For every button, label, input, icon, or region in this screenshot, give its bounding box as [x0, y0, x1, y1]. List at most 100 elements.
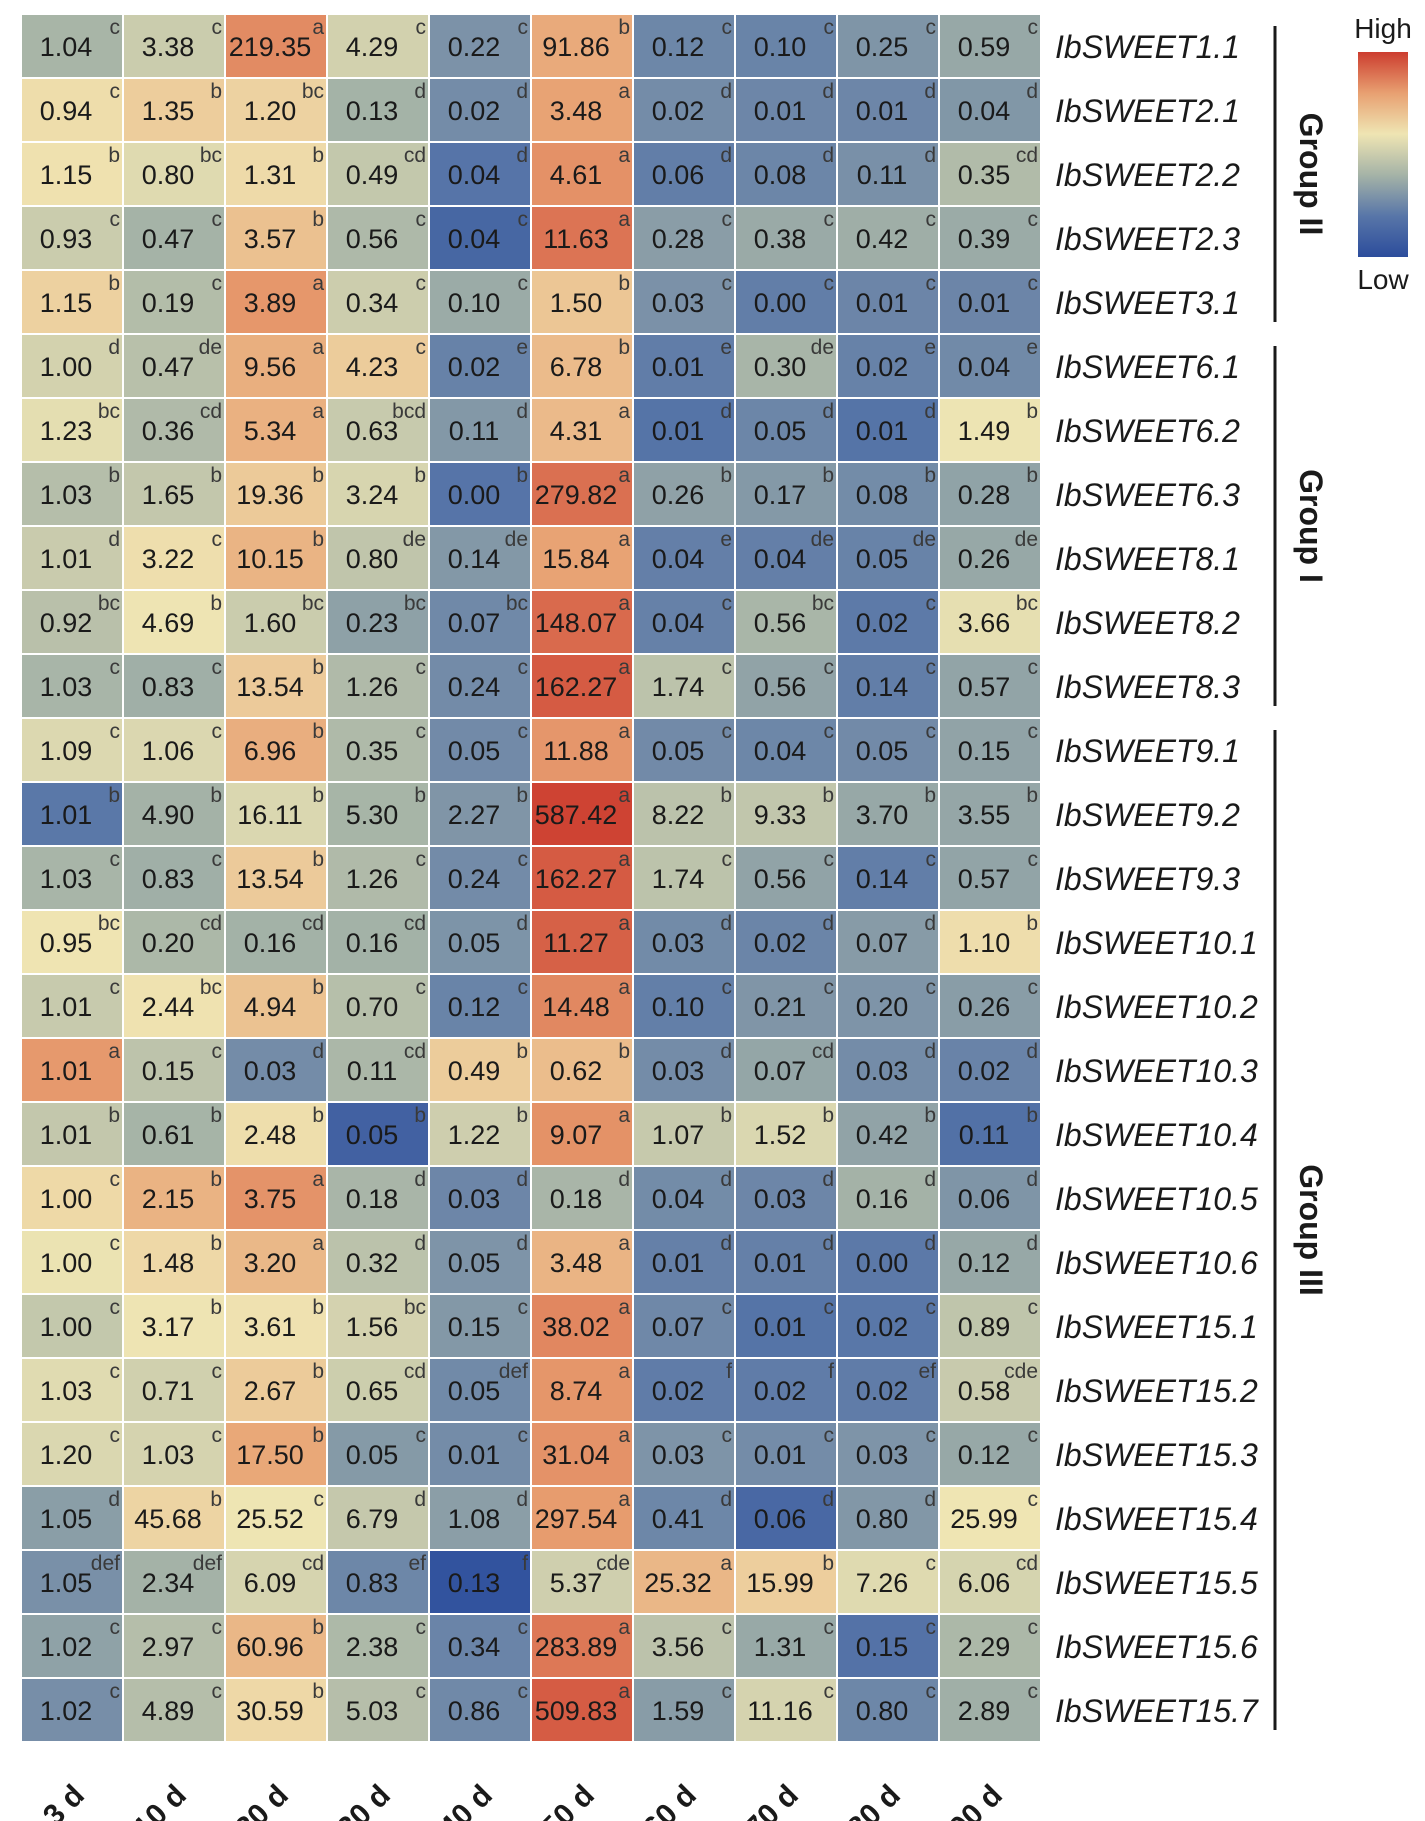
heatmap-cell [530, 397, 634, 463]
heatmap-cell [632, 1549, 736, 1615]
heatmap-cell [20, 1165, 124, 1231]
legend-low-label: Low [1357, 264, 1409, 295]
cell-value: 0.02 [754, 1376, 807, 1406]
heatmap-cell [326, 845, 430, 911]
heatmap-cell [938, 13, 1042, 79]
cell-value: 3.20 [244, 1248, 297, 1278]
heatmap-cell [632, 973, 736, 1039]
cell-value: 19.36 [236, 480, 304, 510]
cell-value: 0.14 [856, 672, 909, 702]
cell-value: 0.12 [652, 32, 705, 62]
cell-value: 11.88 [543, 736, 609, 766]
heatmap-cell [122, 77, 226, 143]
heatmap-cell [122, 461, 226, 527]
significance-letter: c [722, 1680, 733, 1703]
gene-label: IbSWEET3.1 [1055, 285, 1240, 321]
x-tick-label: 40 d [433, 1779, 499, 1821]
cell-value: 1.00 [40, 1248, 93, 1278]
gene-label: IbSWEET8.3 [1055, 669, 1240, 705]
significance-letter: a [618, 656, 630, 679]
significance-letter: bc [200, 144, 222, 167]
significance-letter: bc [404, 1296, 426, 1319]
significance-letter: c [212, 720, 223, 743]
heatmap-cell [632, 1421, 736, 1487]
significance-letter: c [722, 976, 733, 999]
cell-value: 11.27 [543, 928, 609, 958]
significance-letter: a [618, 912, 630, 935]
heatmap-cell [734, 525, 838, 591]
cell-value: 0.36 [142, 416, 195, 446]
significance-letter: b [108, 784, 120, 807]
cell-value: 0.83 [346, 1568, 399, 1598]
gene-label: IbSWEET8.2 [1055, 605, 1240, 641]
cell-value: 0.26 [958, 544, 1011, 574]
x-tick-label: 60 d [637, 1779, 703, 1821]
cell-value: 0.05 [346, 1440, 399, 1470]
significance-letter: c [824, 208, 835, 231]
heatmap-cell [530, 1677, 634, 1743]
heatmap-cell [836, 77, 940, 143]
heatmap-cell [632, 1485, 736, 1551]
significance-letter: c [1028, 16, 1039, 39]
cell-value: 5.37 [550, 1568, 603, 1598]
cell-value: 2.29 [958, 1632, 1011, 1662]
significance-letter: b [312, 1680, 324, 1703]
cell-value: 0.05 [448, 928, 501, 958]
heatmap-cell [734, 269, 838, 335]
cell-value: 0.04 [448, 224, 501, 254]
cell-value: 1.02 [40, 1696, 93, 1726]
x-tick-label: 20 d [229, 1779, 295, 1821]
cell-value: 1.03 [142, 1440, 195, 1470]
gene-label: IbSWEET9.3 [1055, 861, 1240, 897]
significance-letter: def [91, 1552, 120, 1575]
significance-letter: c [824, 848, 835, 871]
gene-label: IbSWEET10.2 [1055, 989, 1258, 1025]
cell-value: 0.59 [958, 32, 1011, 62]
significance-letter: c [926, 976, 937, 999]
heatmap-cell [530, 333, 634, 399]
cell-value: 0.24 [448, 672, 501, 702]
significance-letter: b [210, 592, 222, 615]
cell-value: 0.10 [448, 288, 501, 318]
cell-value: 0.58 [958, 1376, 1011, 1406]
heatmap-cell [836, 909, 940, 975]
significance-letter: b [210, 464, 222, 487]
significance-letter: de [811, 528, 834, 551]
significance-letter: c [926, 656, 937, 679]
heatmap-cell [530, 973, 634, 1039]
significance-letter: b [210, 80, 222, 103]
significance-letter: c [212, 848, 223, 871]
cell-value: 2.15 [142, 1184, 195, 1214]
cell-value: 1.31 [244, 160, 297, 190]
significance-letter: c [518, 208, 529, 231]
significance-letter: b [312, 720, 324, 743]
cell-value: 8.74 [550, 1376, 603, 1406]
heatmap-cell [428, 269, 532, 335]
cell-value: 0.92 [40, 608, 93, 638]
significance-letter: c [212, 1424, 223, 1447]
cell-value: 9.56 [244, 352, 297, 382]
gene-label: IbSWEET15.1 [1055, 1309, 1258, 1345]
heatmap-cell [20, 333, 124, 399]
significance-letter: c [416, 336, 427, 359]
heatmap-cell [20, 973, 124, 1039]
significance-letter: d [516, 912, 528, 935]
cell-value: 0.21 [754, 992, 807, 1022]
heatmap-cell [122, 13, 226, 79]
significance-letter: c [416, 16, 427, 39]
significance-letter: d [1026, 1232, 1038, 1255]
significance-letter: bc [812, 592, 834, 615]
cell-value: 11.16 [747, 1696, 813, 1726]
significance-letter: c [1028, 208, 1039, 231]
significance-letter: b [414, 1104, 426, 1127]
significance-letter: c [416, 848, 427, 871]
cell-value: 0.01 [652, 1248, 705, 1278]
cell-value: 45.68 [134, 1504, 202, 1534]
significance-letter: b [618, 1040, 630, 1063]
significance-letter: e [720, 528, 732, 551]
significance-letter: e [720, 336, 732, 359]
cell-value: 25.52 [236, 1504, 304, 1534]
cell-value: 1.03 [40, 1376, 93, 1406]
significance-letter: b [1026, 400, 1038, 423]
heatmap-cell [20, 141, 124, 207]
